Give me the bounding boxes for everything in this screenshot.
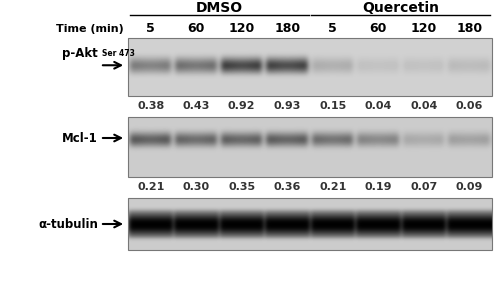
Bar: [128, 38, 492, 96]
Text: DMSO: DMSO: [196, 1, 242, 15]
Text: 0.93: 0.93: [274, 101, 301, 111]
Text: Mcl-1: Mcl-1: [62, 132, 98, 145]
Text: 0.07: 0.07: [410, 182, 438, 192]
Text: 60: 60: [370, 23, 387, 36]
Text: 60: 60: [188, 23, 205, 36]
Text: p-Akt: p-Akt: [62, 47, 98, 60]
Text: 0.15: 0.15: [319, 101, 346, 111]
Text: 0.43: 0.43: [182, 101, 210, 111]
Text: 5: 5: [146, 23, 155, 36]
Text: 180: 180: [456, 23, 482, 36]
Text: 5: 5: [328, 23, 337, 36]
Text: 120: 120: [228, 23, 255, 36]
Text: Time (min): Time (min): [56, 24, 124, 34]
Text: 0.19: 0.19: [364, 182, 392, 192]
Text: 0.35: 0.35: [228, 182, 256, 192]
Bar: [128, 117, 492, 177]
Text: 0.04: 0.04: [364, 101, 392, 111]
Text: 0.21: 0.21: [137, 182, 164, 192]
Text: 0.38: 0.38: [137, 101, 164, 111]
Text: 0.04: 0.04: [410, 101, 438, 111]
Text: 0.36: 0.36: [274, 182, 301, 192]
Text: 0.09: 0.09: [456, 182, 483, 192]
Text: 0.30: 0.30: [182, 182, 210, 192]
Text: Ser 473: Ser 473: [102, 49, 135, 58]
Text: 0.21: 0.21: [319, 182, 346, 192]
Text: α-tubulin: α-tubulin: [38, 217, 98, 230]
Text: 0.06: 0.06: [456, 101, 483, 111]
Text: 180: 180: [274, 23, 300, 36]
Text: Quercetin: Quercetin: [362, 1, 440, 15]
Text: 0.92: 0.92: [228, 101, 256, 111]
Bar: [128, 198, 492, 250]
Text: 120: 120: [410, 23, 437, 36]
